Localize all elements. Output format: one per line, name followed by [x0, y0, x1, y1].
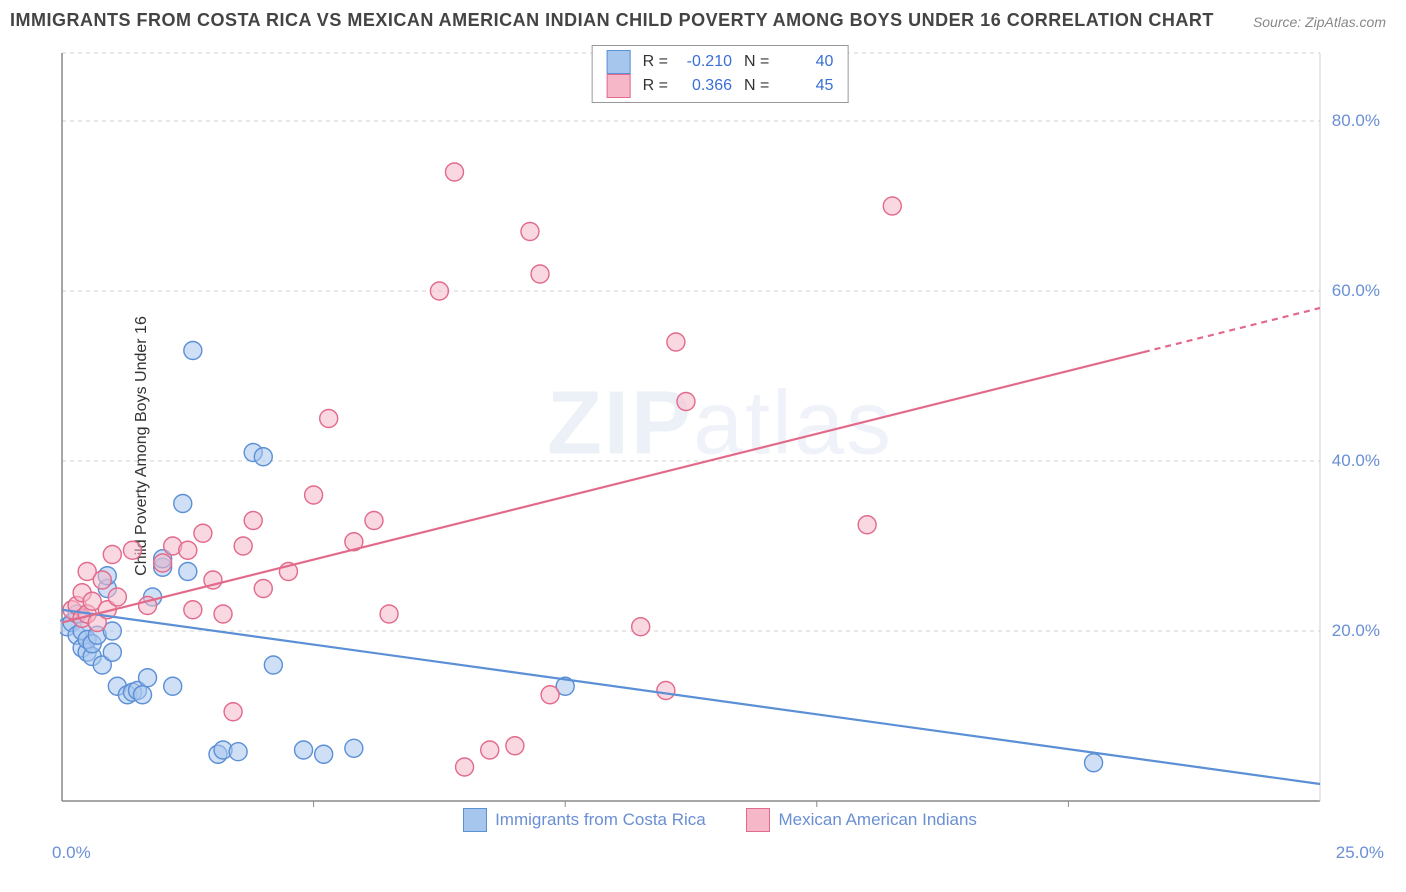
source-label: Source: [1253, 14, 1305, 30]
series-legend: Immigrants from Costa Rica Mexican Ameri… [60, 808, 1380, 837]
y-axis-tick-label: 40.0% [1332, 451, 1380, 471]
equals-sign: = [760, 53, 769, 70]
series-swatch [746, 808, 770, 832]
r-label: R [643, 77, 655, 94]
equals-sign: = [659, 77, 668, 94]
y-axis-tick-label: 20.0% [1332, 621, 1380, 641]
n-label: N [744, 53, 756, 70]
series-swatch [463, 808, 487, 832]
x-axis-min-label: 0.0% [52, 843, 91, 863]
legend-label: Immigrants from Costa Rica [495, 810, 706, 830]
y-axis-tick-label: 60.0% [1332, 281, 1380, 301]
equals-sign: = [760, 77, 769, 94]
correlation-legend: R = -0.210 N = 40 R = 0.366 N = 45 [592, 45, 849, 103]
chart-title: IMMIGRANTS FROM COSTA RICA VS MEXICAN AM… [10, 10, 1214, 31]
legend-item: Mexican American Indians [746, 808, 976, 832]
series-swatch [607, 50, 631, 74]
n-label: N [744, 77, 756, 94]
y-axis-tick-label: 80.0% [1332, 111, 1380, 131]
legend-label: Mexican American Indians [778, 810, 976, 830]
n-value: 40 [781, 50, 833, 74]
r-label: R [643, 53, 655, 70]
legend-item: Immigrants from Costa Rica [463, 808, 706, 832]
chart-svg [60, 45, 1380, 835]
n-value: 45 [781, 74, 833, 98]
correlation-row: R = 0.366 N = 45 [607, 74, 834, 98]
x-axis-max-label: 25.0% [1336, 843, 1384, 863]
correlation-row: R = -0.210 N = 40 [607, 50, 834, 74]
plot-area: ZIPatlas R = -0.210 N = 40 R = 0.366 N =… [60, 45, 1380, 835]
source-value: ZipAtlas.com [1305, 14, 1386, 30]
r-value: 0.366 [680, 74, 732, 98]
series-swatch [607, 74, 631, 98]
r-value: -0.210 [680, 50, 732, 74]
equals-sign: = [659, 53, 668, 70]
source-attribution: Source: ZipAtlas.com [1253, 14, 1386, 30]
